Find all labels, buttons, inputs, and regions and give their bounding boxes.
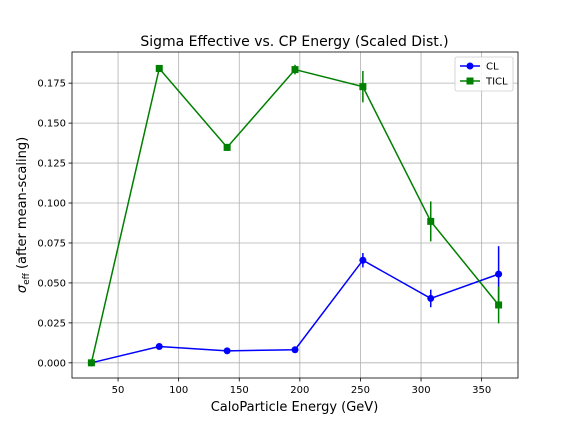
x-axis-label: CaloParticle Energy (GeV) bbox=[211, 400, 379, 415]
data-point bbox=[427, 294, 435, 302]
data-point bbox=[359, 83, 367, 91]
y-tick-label: 0.025 bbox=[37, 318, 66, 329]
data-point bbox=[291, 66, 299, 74]
y-axis-label-symbol: σ bbox=[15, 284, 30, 293]
y-tick-label: 0.050 bbox=[37, 278, 66, 289]
y-tick-label: 0.125 bbox=[37, 159, 66, 170]
x-tick-label: 150 bbox=[230, 385, 249, 396]
y-axis: 0.000 0.025 0.050 0.075 0.100 0.125 0.150 0.175 bbox=[37, 79, 72, 369]
data-point bbox=[495, 270, 503, 278]
legend-marker bbox=[466, 77, 474, 85]
series-layer bbox=[87, 64, 503, 367]
plot-frame bbox=[71, 51, 519, 379]
legend-label: CL bbox=[486, 62, 499, 73]
plot-area bbox=[72, 52, 518, 378]
data-point bbox=[87, 359, 95, 367]
y-tick-label: 0.175 bbox=[37, 79, 66, 90]
data-point bbox=[495, 301, 503, 309]
data-point bbox=[155, 343, 163, 351]
series-ticl bbox=[87, 64, 503, 367]
x-tick-label: 350 bbox=[472, 385, 491, 396]
x-axis: 50 100 150 200 250 300 350 bbox=[112, 378, 491, 396]
data-point bbox=[427, 217, 435, 225]
y-axis-label: σeff (after mean-scaling) bbox=[15, 137, 32, 293]
x-tick-label: 100 bbox=[169, 385, 188, 396]
data-point bbox=[223, 347, 231, 355]
legend-label: TICL bbox=[485, 77, 508, 88]
legend-item-cl: CL bbox=[460, 62, 499, 73]
x-tick-label: 200 bbox=[290, 385, 309, 396]
data-point bbox=[155, 64, 163, 72]
data-point bbox=[223, 143, 231, 151]
x-tick-label: 50 bbox=[112, 385, 125, 396]
legend-marker bbox=[466, 62, 474, 70]
y-tick-label: 0.150 bbox=[37, 119, 66, 130]
y-tick-label: 0.075 bbox=[37, 238, 66, 249]
x-tick-label: 250 bbox=[351, 385, 370, 396]
y-axis-label-text: (after mean-scaling) bbox=[15, 137, 30, 273]
x-tick-label: 300 bbox=[411, 385, 430, 396]
legend-item-ticl: TICL bbox=[460, 77, 508, 88]
y-axis-label-subscript: eff bbox=[22, 272, 32, 285]
chart-title: Sigma Effective vs. CP Energy (Scaled Di… bbox=[140, 34, 448, 50]
y-tick-label: 0.100 bbox=[37, 199, 66, 210]
y-tick-label: 0.000 bbox=[37, 358, 66, 369]
data-point bbox=[359, 256, 367, 264]
legend: CL TICL bbox=[454, 56, 514, 92]
grid bbox=[72, 52, 518, 378]
data-point bbox=[291, 346, 299, 354]
